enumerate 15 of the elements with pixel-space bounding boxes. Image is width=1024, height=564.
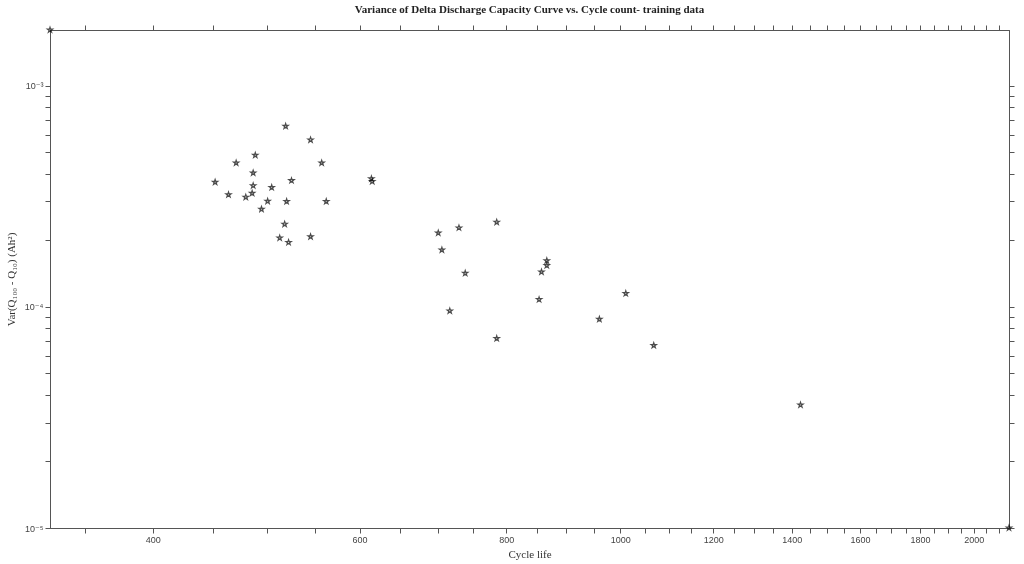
y-tick-label: 10⁻⁴ [24, 302, 44, 313]
x-tick-label: 600 [352, 534, 368, 545]
x-tick-label: 2000 [964, 534, 985, 545]
x-tick-label: 1800 [910, 534, 931, 545]
y-tick-label: 10⁻⁵ [25, 523, 44, 534]
x-tick-label: 400 [145, 534, 161, 545]
x-tick-label: 1400 [782, 534, 803, 545]
x-tick-label: 1000 [610, 534, 631, 545]
y-tick-label: 10⁻³ [25, 81, 44, 92]
x-tick-label: 800 [499, 534, 515, 545]
x-tick-label: 1600 [850, 534, 871, 545]
x-axis-title: Cycle life [508, 547, 552, 560]
x-tick-label: 1200 [703, 534, 724, 545]
y-axis-title: Var(Q₁₀₀ - Q₁₀) (Ah²) [4, 232, 18, 327]
chart-title: Variance of Delta Discharge Capacity Curve vs. Cycle count- training data [354, 2, 705, 15]
